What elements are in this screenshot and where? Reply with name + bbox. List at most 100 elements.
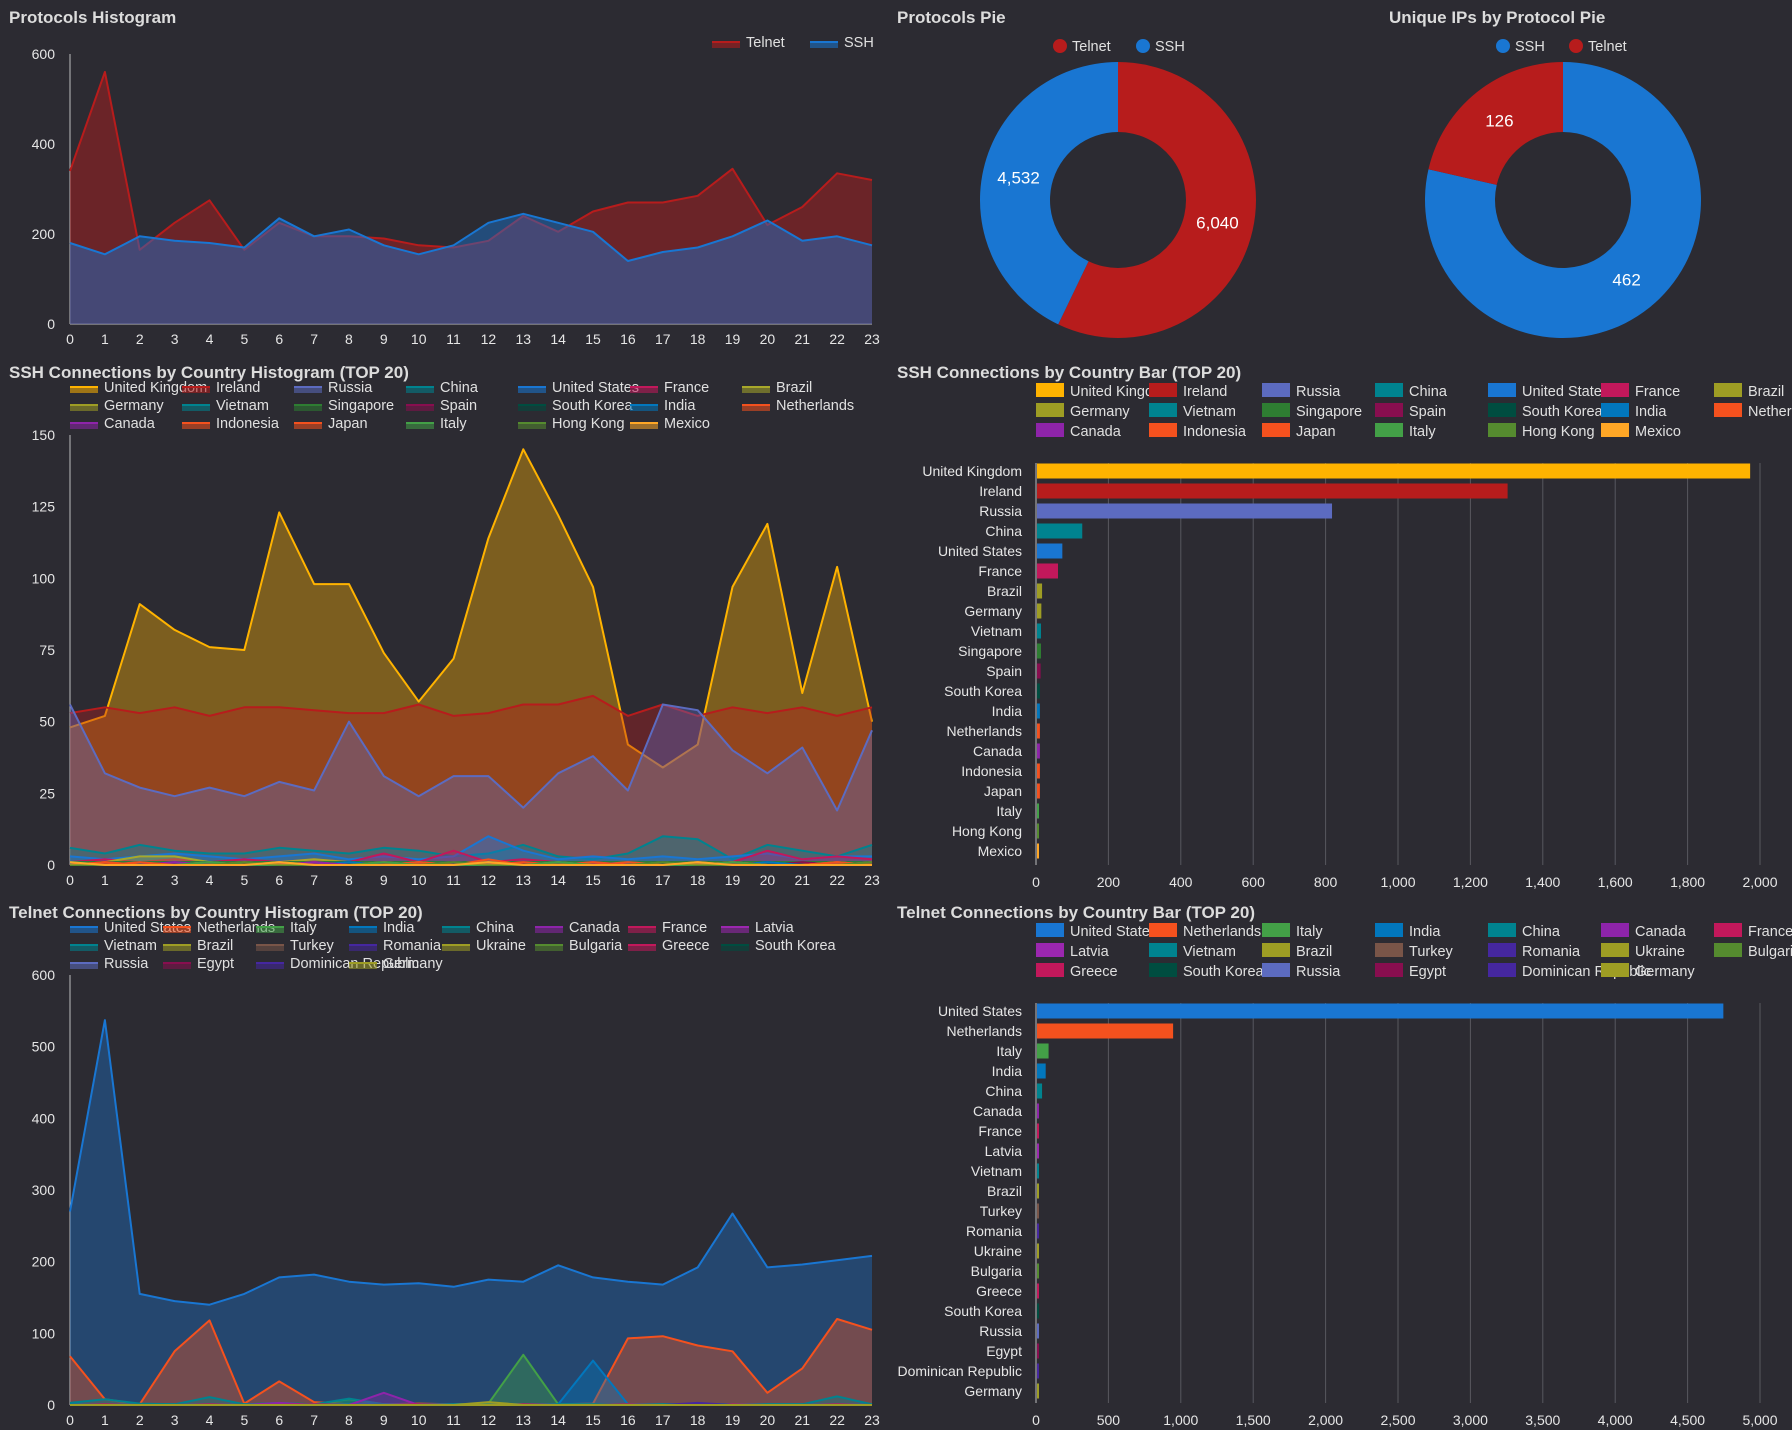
legend-swatch xyxy=(1601,923,1629,937)
category-label: India xyxy=(992,1063,1023,1079)
x-tick-label: 9 xyxy=(380,1412,388,1428)
bar-greece xyxy=(1037,1283,1039,1299)
series-ssh xyxy=(69,212,873,324)
legend-swatch xyxy=(70,423,98,429)
x-tick-label: 10 xyxy=(411,331,427,347)
category-label: Russia xyxy=(979,1323,1022,1339)
x-tick-label: 4 xyxy=(206,331,214,347)
series-area xyxy=(70,449,872,865)
legend-swatch xyxy=(1714,923,1742,937)
legend-label: Vietnam xyxy=(1183,404,1236,420)
series-ireland xyxy=(69,694,873,865)
category-label: South Korea xyxy=(944,1303,1022,1319)
x-tick-label: 1,000 xyxy=(1163,1412,1198,1428)
x-tick-label: 10 xyxy=(411,1412,427,1428)
x-tick-label: 1,800 xyxy=(1670,874,1705,890)
legend-item-telnet: Telnet xyxy=(1569,39,1627,55)
x-tick-label: 13 xyxy=(516,1412,532,1428)
legend-label: Dominican Republic xyxy=(1522,964,1651,980)
x-tick-label: 12 xyxy=(481,1412,497,1428)
legend-item-ukraine: Ukraine xyxy=(1601,943,1685,960)
legend-item-india: India xyxy=(630,398,696,414)
x-tick-label: 10 xyxy=(411,872,427,888)
legend-item-united-states: United States xyxy=(1488,383,1609,400)
bar-china xyxy=(1037,523,1083,539)
legend-label: Netherlands xyxy=(1748,404,1792,420)
legend-label: Canada xyxy=(104,416,156,432)
bar-united-states xyxy=(1037,1003,1724,1019)
legend-swatch xyxy=(1149,383,1177,397)
legend-label: Spain xyxy=(440,398,477,414)
chart-title: SSH Connections by Country Bar (TOP 20) xyxy=(897,363,1242,382)
legend-swatch xyxy=(712,42,740,48)
legend-swatch xyxy=(1714,403,1742,417)
bar-france xyxy=(1037,1123,1039,1139)
legend-item-vietnam: Vietnam xyxy=(182,398,269,414)
legend-swatch xyxy=(630,387,658,393)
slice-label: 462 xyxy=(1612,271,1640,290)
bar-united-kingdom xyxy=(1037,463,1751,479)
x-tick-label: 16 xyxy=(620,1412,636,1428)
legend-swatch xyxy=(1488,423,1516,437)
legend-swatch xyxy=(1149,403,1177,417)
legend-label: Mexico xyxy=(1635,424,1681,440)
legend-item-spain: Spain xyxy=(406,398,477,414)
category-label: Brazil xyxy=(987,583,1022,599)
x-tick-label: 7 xyxy=(310,331,318,347)
chart-title: Protocols Histogram xyxy=(9,8,177,27)
legend-label: France xyxy=(664,380,709,396)
y-tick-label: 600 xyxy=(32,967,56,983)
legend-dot xyxy=(1136,39,1150,53)
legend-label: Vietnam xyxy=(104,938,157,954)
legend-item-italy: Italy xyxy=(1262,923,1323,940)
bar-russia xyxy=(1037,503,1333,519)
x-tick-label: 19 xyxy=(725,872,741,888)
legend-item-bulgaria: Bulgaria xyxy=(1714,943,1792,960)
legend-label: Vietnam xyxy=(216,398,269,414)
bar-bulgaria xyxy=(1037,1263,1039,1279)
series-line xyxy=(69,861,872,866)
legend-label: Canada xyxy=(569,920,621,936)
x-tick-label: 16 xyxy=(620,872,636,888)
x-tick-label: 1,000 xyxy=(1380,874,1415,890)
bar-germany xyxy=(1037,1383,1039,1399)
category-label: Netherlands xyxy=(947,1023,1023,1039)
legend-swatch xyxy=(349,927,377,933)
x-tick-label: 2,500 xyxy=(1380,1412,1415,1428)
x-tick-label: 800 xyxy=(1314,874,1338,890)
series-mexico xyxy=(69,861,872,866)
legend-swatch xyxy=(1375,963,1403,977)
category-label: South Korea xyxy=(944,683,1022,699)
legend-swatch xyxy=(518,405,546,411)
legend-swatch xyxy=(1262,943,1290,957)
x-tick-label: 15 xyxy=(585,1412,601,1428)
legend-label: Brazil xyxy=(776,380,812,396)
bar-indonesia xyxy=(1037,763,1040,779)
x-tick-label: 2 xyxy=(136,1412,144,1428)
x-tick-label: 4 xyxy=(206,872,214,888)
legend-label: India xyxy=(1635,404,1667,420)
legend-label: United Kingdom xyxy=(1070,384,1173,400)
legend-swatch xyxy=(1036,383,1064,397)
legend-item-russia: Russia xyxy=(70,956,149,972)
legend-label: France xyxy=(662,920,707,936)
legend-item-united-states: United States xyxy=(1036,923,1157,940)
legend-swatch xyxy=(349,963,377,969)
bar-russia xyxy=(1037,1323,1039,1339)
x-tick-label: 8 xyxy=(345,331,353,347)
legend-item-france: France xyxy=(628,920,707,936)
y-tick-label: 100 xyxy=(32,1325,56,1341)
x-tick-label: 3 xyxy=(171,1412,179,1428)
legend-item-russia: Russia xyxy=(1262,963,1341,980)
x-tick-label: 0 xyxy=(66,331,74,347)
x-tick-label: 14 xyxy=(550,872,566,888)
legend-item-ssh: SSH xyxy=(1136,39,1185,55)
x-tick-label: 500 xyxy=(1097,1412,1121,1428)
legend-item-netherlands: Netherlands xyxy=(163,920,275,936)
legend-label: Russia xyxy=(1296,384,1341,400)
legend-label: Italy xyxy=(290,920,317,936)
legend-label: Italy xyxy=(1296,924,1323,940)
bar-latvia xyxy=(1037,1143,1039,1159)
telnet-country-histogram-chart: United States Netherlands Italy India China C… xyxy=(32,920,880,1428)
x-tick-label: 12 xyxy=(481,331,497,347)
